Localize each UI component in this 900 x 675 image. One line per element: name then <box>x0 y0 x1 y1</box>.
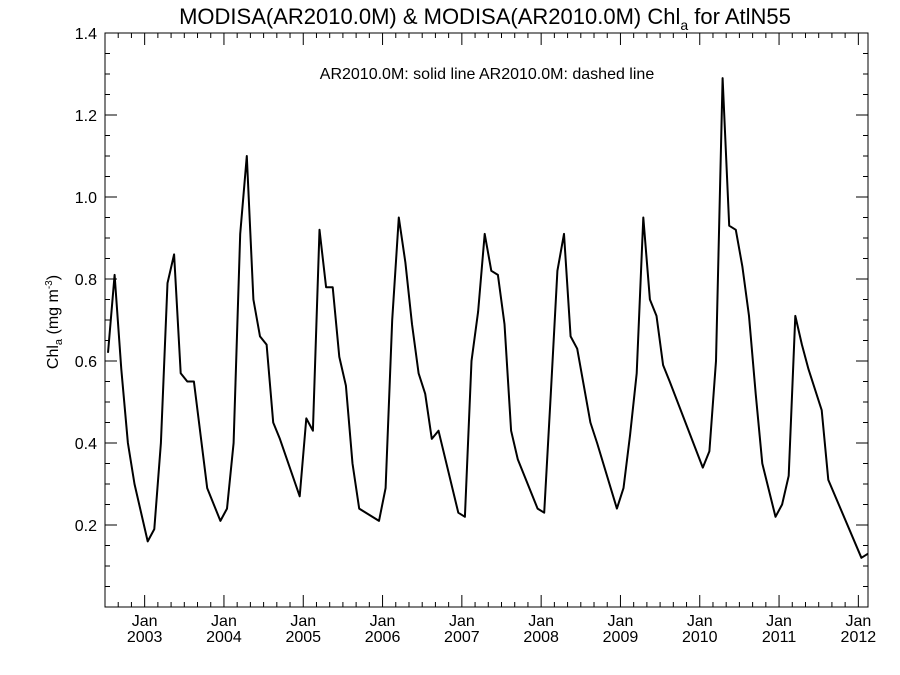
x-tick-month-label: Jan <box>528 613 554 630</box>
x-tick-month-label: Jan <box>290 613 316 630</box>
x-tick-year-label: 2010 <box>682 629 718 646</box>
title-main: MODISA(AR2010.0M) & MODISA(AR2010.0M) Ch… <box>179 4 680 29</box>
chart-title: MODISA(AR2010.0M) & MODISA(AR2010.0M) Ch… <box>179 4 791 33</box>
x-tick-year-label: 2012 <box>841 629 877 646</box>
ticks-layer: 0.20.40.60.81.01.21.4Jan2003Jan2004Jan20… <box>75 26 876 646</box>
series-line-solid <box>107 77 869 559</box>
title-subscript: a <box>680 17 688 33</box>
x-tick-year-label: 2006 <box>365 629 401 646</box>
ylabel-subscript: a <box>53 338 65 345</box>
x-tick-year-label: 2009 <box>603 629 639 646</box>
x-tick-month-label: Jan <box>687 613 713 630</box>
x-tick-month-label: Jan <box>608 613 634 630</box>
y-tick-label: 1.4 <box>75 26 97 43</box>
ylabel-superscript: -3 <box>44 280 55 289</box>
y-tick-label: 1.2 <box>75 108 97 125</box>
x-tick-month-label: Jan <box>766 613 792 630</box>
ylabel-close: ) <box>45 275 62 280</box>
x-tick-month-label: Jan <box>132 613 158 630</box>
x-tick-month-label: Jan <box>370 613 396 630</box>
x-tick-year-label: 2004 <box>206 629 242 646</box>
series-layer <box>107 77 869 559</box>
legend-text: AR2010.0M: solid line AR2010.0M: dashed … <box>320 66 655 83</box>
x-tick-year-label: 2003 <box>127 629 163 646</box>
y-tick-label: 1.0 <box>75 190 97 207</box>
title-tail: for AtlN55 <box>688 4 791 29</box>
ylabel-unit: (mg m <box>45 289 62 339</box>
ylabel-main: Chl <box>45 345 62 369</box>
x-tick-year-label: 2011 <box>762 629 797 646</box>
y-tick-label: 0.2 <box>75 518 97 535</box>
y-tick-label: 0.8 <box>75 272 97 289</box>
x-tick-month-label: Jan <box>449 613 475 630</box>
plot-frame <box>104 32 869 608</box>
x-tick-month-label: Jan <box>845 613 871 630</box>
y-axis-label: Chla (mg m-3) <box>44 275 65 369</box>
x-tick-year-label: 2005 <box>285 629 321 646</box>
x-tick-year-label: 2008 <box>523 629 559 646</box>
x-tick-year-label: 2007 <box>444 629 480 646</box>
y-tick-label: 0.6 <box>75 354 97 371</box>
y-tick-label: 0.4 <box>75 436 97 453</box>
x-tick-month-label: Jan <box>211 613 237 630</box>
